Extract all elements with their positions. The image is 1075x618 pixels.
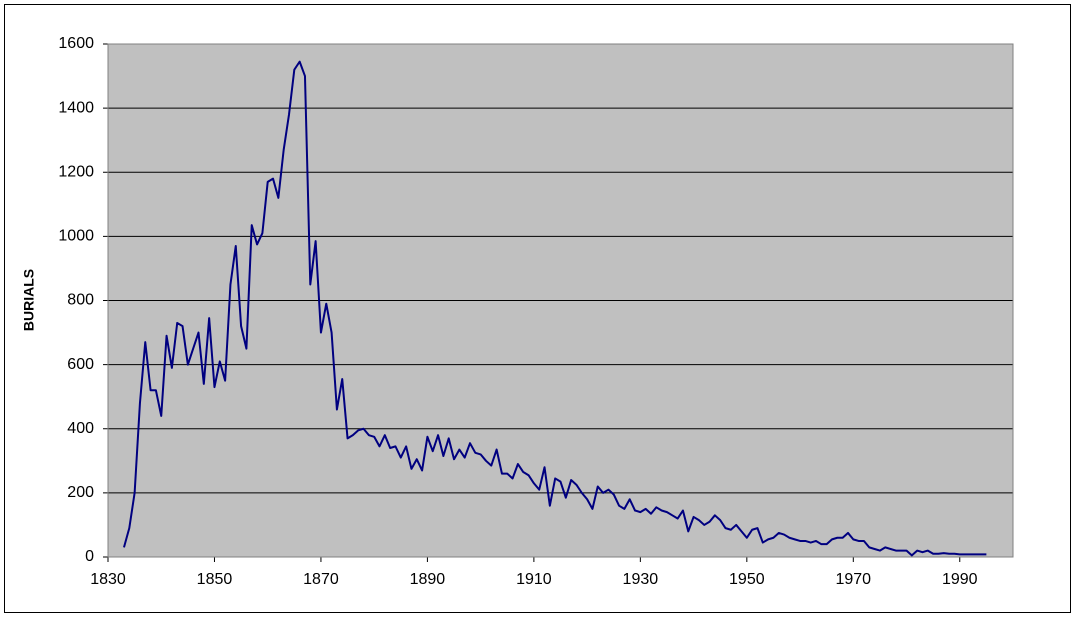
y-tick-label: 600	[67, 356, 94, 373]
y-tick-label: 1600	[58, 35, 94, 52]
y-tick-label: 800	[67, 292, 94, 309]
y-axis-label: BURIALS	[21, 269, 37, 331]
x-tick-label: 1970	[835, 571, 871, 588]
y-tick-label: 0	[85, 548, 94, 565]
y-tick-label: 1200	[58, 163, 94, 180]
x-tick-label: 1890	[410, 571, 446, 588]
y-tick-label: 200	[67, 484, 94, 501]
x-tick-label: 1990	[942, 571, 978, 588]
y-tick-label: 1000	[58, 228, 94, 245]
y-tick-label: 1400	[58, 99, 94, 116]
x-tick-label: 1930	[623, 571, 659, 588]
data-line	[123, 60, 987, 557]
x-tick-label: 1850	[197, 571, 233, 588]
x-tick-label: 1870	[303, 571, 339, 588]
x-tick-label: 1830	[90, 571, 126, 588]
x-tick-label: 1950	[729, 571, 765, 588]
x-tick-label: 1910	[516, 571, 552, 588]
y-tick-label: 400	[67, 420, 94, 437]
plot-border	[107, 43, 1014, 558]
